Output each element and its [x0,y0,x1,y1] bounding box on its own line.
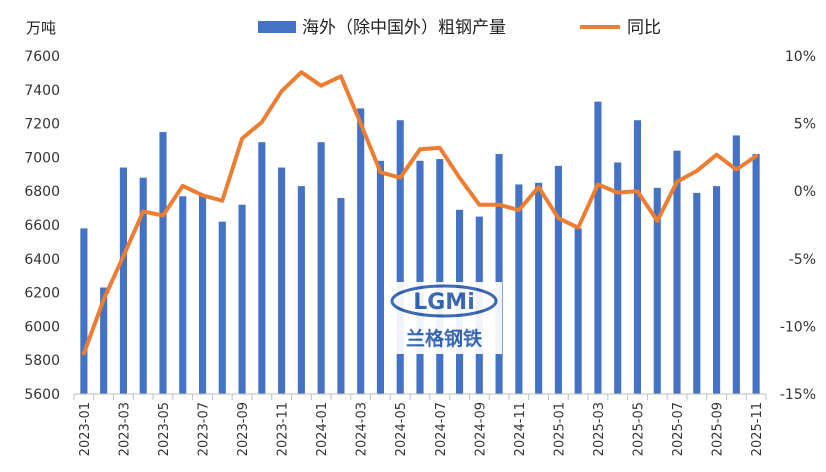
bar [357,108,365,394]
y-left-tick-label: 6200 [24,286,60,302]
legend: 海外（除中国外）粗钢产量 同比 [258,18,661,38]
x-tick-label: 2025-09 [711,402,726,456]
y-left-tick-label: 7200 [24,117,60,133]
bar [653,187,661,394]
y-left-tick-label: 7000 [24,150,60,166]
bar [594,101,602,394]
x-axis: 2023-01 2023-03 2023-05 2023-07 2023-09 2023-… [73,394,767,456]
bar [218,221,226,394]
y-left-tick-label: 5800 [24,353,60,369]
x-tick-label: 2024-03 [355,402,370,456]
x-tick-label: 2025-11 [750,402,765,456]
bar [396,120,404,394]
x-tick-label: 2023-01 [78,402,93,456]
x-tick-label: 2024-11 [513,402,528,456]
line-series [81,70,759,356]
y-left-tick-label: 5600 [24,387,60,403]
x-tick-label: 2023-05 [157,402,172,456]
y-axis-left: 5600 5800 6000 6200 6400 6600 6800 7000 7200 7400… [24,49,60,403]
bar [515,184,523,394]
watermark-ring [390,284,498,318]
watermark-logo: LGMi 兰格钢铁 [386,282,502,354]
left-axis-unit: 万吨 [26,19,56,37]
watermark-background [386,282,502,354]
bar [258,142,266,394]
bar [297,186,305,394]
bar [278,167,286,394]
y-right-tick-label: -15% [780,387,816,403]
bar [376,160,385,394]
bar [713,186,721,394]
x-tick-label: 2024-01 [315,402,330,456]
bar [495,154,503,394]
bar [574,228,582,394]
y-left-tick-label: 6400 [24,252,60,268]
watermark-text: LGMi [413,290,475,315]
y-left-tick-label: 6800 [24,184,60,200]
x-tick-label: 2024-05 [394,402,409,456]
bar-series [80,101,760,395]
x-tick-label: 2025-03 [592,402,607,456]
bar [535,182,543,394]
y-right-tick-label: 5% [794,117,816,133]
x-tick-label: 2023-09 [236,402,251,456]
legend-label-line: 同比 [627,18,661,38]
bar [554,165,562,394]
y-left-tick-label: 6600 [24,218,60,234]
legend-label-bars: 海外（除中国外）粗钢产量 [302,18,506,38]
x-tick-label: 2025-05 [632,402,647,456]
bar [614,162,622,394]
watermark-subtitle: 兰格钢铁 [406,327,482,350]
bar [416,160,424,394]
y-right-tick-label: -5% [789,252,816,268]
yoy-line [81,70,759,356]
y-left-tick-label: 6000 [24,319,60,335]
x-tick-label: 2023-11 [276,402,291,456]
y-left-tick-label: 7400 [24,83,60,99]
x-tick-label: 2023-07 [197,402,212,456]
bar [139,177,147,394]
bar [633,120,642,394]
x-tick-label: 2024-07 [434,402,449,456]
bar [198,194,207,394]
bar [752,154,760,394]
bar [673,150,681,394]
x-tick-label: 2024-09 [473,402,488,456]
bar [732,135,740,394]
bar [238,204,246,394]
bar [317,142,325,394]
y-right-tick-label: -10% [780,319,816,335]
y-right-tick-label: 10% [785,49,816,65]
bar [80,228,88,394]
legend-swatch-bars [258,21,296,33]
y-right-tick-label: 0% [794,184,816,200]
bar [159,132,167,395]
x-tick-label: 2025-01 [552,402,567,456]
x-tick-label: 2023-03 [117,402,132,456]
bar [693,192,701,394]
bar [436,159,444,394]
bar [119,167,127,394]
bar [100,287,108,394]
x-tick-label: 2025-07 [671,402,686,456]
bar [337,197,345,394]
y-axis-right: -15% -10% -5% 0% 5% 10% [780,49,816,403]
y-left-tick-label: 7600 [24,49,60,65]
bar [179,196,187,394]
